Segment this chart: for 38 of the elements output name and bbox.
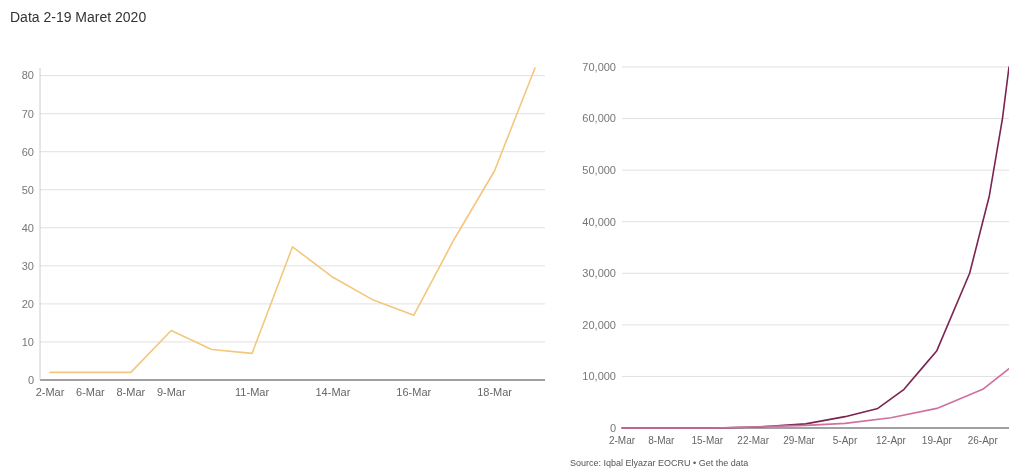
x-tick-label: 12-Apr <box>875 435 907 446</box>
x-tick-label: 19-Apr <box>921 435 953 446</box>
x-tick-label: 16-Mar <box>396 386 432 398</box>
x-tick-label: 22-Mar <box>737 435 770 446</box>
x-tick-label: 9-Mar <box>156 386 186 398</box>
y-tick-label: 40 <box>21 221 34 234</box>
y-tick-label: 10 <box>21 335 34 348</box>
line-series <box>621 367 1009 429</box>
y-tick-label: 30 <box>21 259 34 272</box>
y-tick-label: 70 <box>21 107 34 120</box>
y-tick-label: 20 <box>21 297 34 310</box>
y-tick-label: 0 <box>27 373 34 386</box>
y-tick-label: 10,000 <box>582 370 616 383</box>
x-tick-label: 8-Mar <box>116 386 146 398</box>
y-tick-label: 60 <box>21 145 34 158</box>
y-tick-label: 0 <box>609 421 616 434</box>
x-tick-label: 29-Mar <box>783 435 816 446</box>
x-tick-label: 15-Mar <box>691 435 724 446</box>
source-note: Source: Iqbal Elyazar EOCRU • Get the data <box>570 458 749 468</box>
x-tick-label: 2-Mar <box>608 435 636 446</box>
y-tick-label: 50 <box>21 183 34 196</box>
y-tick-label: 20,000 <box>582 318 616 331</box>
x-tick-label: 2-Mar <box>35 386 65 398</box>
x-tick-label: 8-Mar <box>648 435 676 446</box>
y-tick-label: 40,000 <box>582 215 616 228</box>
y-tick-label: 80 <box>21 69 34 82</box>
x-tick-label: 18-Mar <box>477 386 513 398</box>
y-tick-label: 60,000 <box>582 112 616 125</box>
line-series <box>49 67 536 374</box>
y-tick-label: 50,000 <box>582 163 616 176</box>
x-tick-label: 6-Mar <box>76 386 106 398</box>
chart-title: Data 2-19 Maret 2020 <box>10 9 147 25</box>
x-tick-label: 5-Apr <box>832 435 858 446</box>
x-tick-label: 14-Mar <box>315 386 351 398</box>
y-tick-label: 70,000 <box>582 60 616 73</box>
x-tick-label: 11-Mar <box>235 386 270 398</box>
x-tick-label: 26-Apr <box>967 435 999 446</box>
y-tick-label: 30,000 <box>582 267 616 280</box>
